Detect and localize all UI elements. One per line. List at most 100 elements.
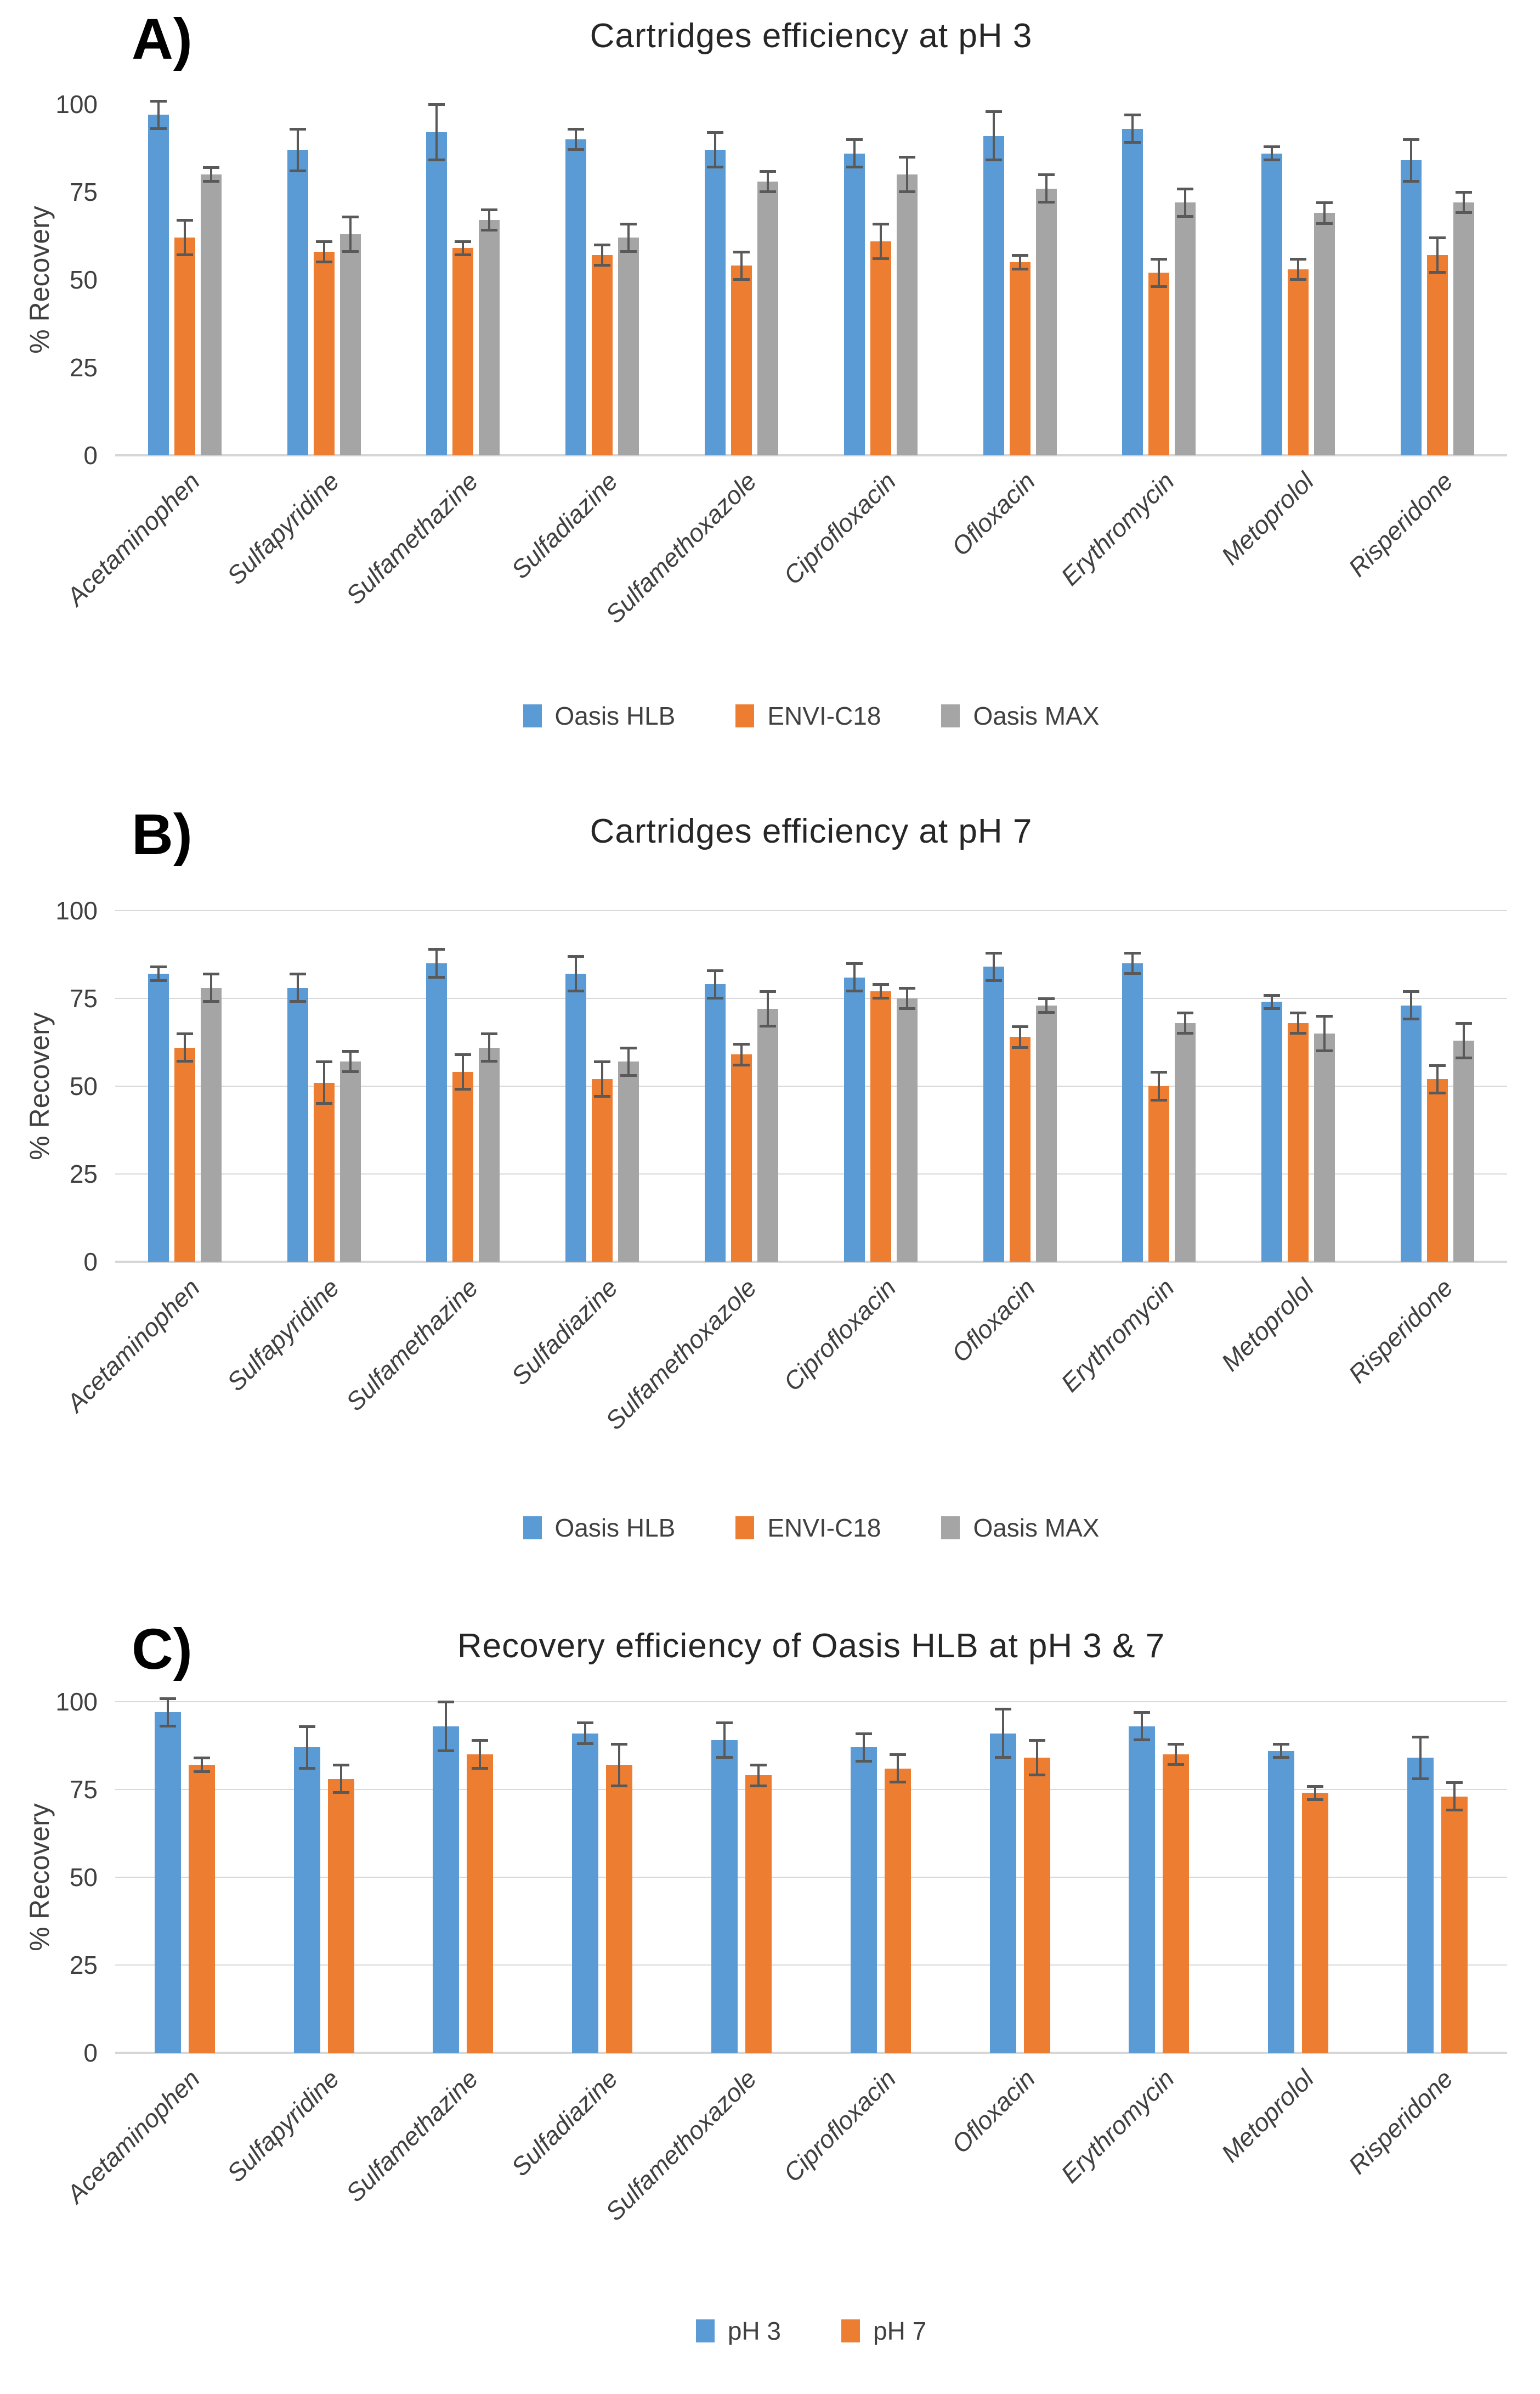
bar: [1009, 262, 1031, 455]
x-axis-label: Ofloxacin: [945, 2064, 1041, 2159]
x-axis-labels: Acetaminophen Sulfapyridine Sulfamethazine…: [61, 1263, 1507, 1504]
bar-wrap: [200, 973, 222, 1262]
error-bar-cap-bottom: [594, 1095, 611, 1098]
error-bar-cap-bottom: [1264, 159, 1281, 162]
y-tick-label: 100: [55, 90, 98, 118]
error-bar-cap-bottom: [611, 1784, 628, 1787]
error-bar-cap-top: [1124, 114, 1141, 117]
error-bar: [1177, 187, 1194, 218]
error-bar-cap-bottom: [193, 1770, 210, 1773]
error-bar-cap-top: [428, 948, 445, 951]
gridline: [115, 1877, 1507, 1878]
error-bar-cap-bottom: [315, 261, 332, 264]
error-bar: [985, 951, 1002, 982]
error-bar-cap-top: [1028, 1739, 1045, 1742]
y-tick-label: 0: [83, 1247, 98, 1276]
chart-panel-a: A) Cartridges efficiency at pH 3 % Recov…: [0, 0, 1540, 763]
error-bar: [611, 1742, 628, 1787]
x-axis-label: Sulfamethoxazole: [600, 2064, 762, 2227]
bar-group: [1368, 990, 1507, 1262]
y-tick-label: 100: [55, 896, 98, 925]
error-bar-cap-bottom: [733, 278, 750, 281]
bar: [884, 1768, 911, 2053]
x-axis-label: Metoprolol: [1215, 2064, 1319, 2168]
error-bar-cap-bottom: [1011, 267, 1028, 270]
bar: [1009, 1037, 1031, 1262]
bar: [1148, 1086, 1170, 1262]
error-bar-cap-bottom: [1403, 1018, 1420, 1021]
bar: [896, 998, 918, 1262]
bar-wrap: [896, 156, 918, 455]
x-axis-label: Erythromycin: [1055, 2064, 1180, 2189]
y-tick-label: 100: [55, 1687, 98, 1716]
bar: [705, 984, 726, 1262]
error-bar-cap-top: [342, 215, 359, 218]
legend-label: Oasis HLB: [554, 702, 676, 730]
error-bar-cap-top: [733, 1043, 750, 1046]
error-bar-cap-bottom: [707, 166, 724, 169]
error-bar-cap-top: [1264, 993, 1281, 997]
error-bar-cap-top: [1403, 990, 1420, 993]
error-bar-cap-top: [455, 240, 472, 243]
bar-group: [811, 138, 950, 455]
bar-group: [1368, 138, 1507, 455]
bar-wrap: [1314, 201, 1335, 455]
bar-wrap: [1401, 990, 1422, 1262]
bar-wrap: [1453, 1021, 1475, 1262]
error-bar: [176, 1032, 193, 1063]
bar-wrap: [884, 1753, 911, 2053]
error-bar-cap-top: [898, 156, 915, 159]
x-axis-label: Erythromycin: [1055, 1273, 1180, 1398]
error-bar-cap-bottom: [898, 190, 915, 193]
error-bar: [428, 103, 445, 162]
error-bar-cap-top: [889, 1753, 906, 1757]
error-bar: [985, 110, 1002, 162]
error-bar-cap-bottom: [872, 997, 889, 1000]
error-bar: [298, 1725, 315, 1770]
bar: [426, 963, 448, 1262]
bar: [313, 251, 335, 455]
bar-wrap: [705, 131, 726, 455]
y-tick-label: 75: [69, 1775, 98, 1804]
bar: [479, 1047, 500, 1262]
gridline: [115, 1789, 1507, 1790]
bar-wrap: [479, 1032, 500, 1262]
bar: [174, 1047, 195, 1262]
bar: [327, 1778, 354, 2053]
bar-wrap: [870, 983, 891, 1262]
bar-wrap: [606, 1742, 633, 2053]
error-bar-cap-top: [1011, 254, 1028, 257]
bar-wrap: [154, 1697, 181, 2053]
bar: [711, 1740, 738, 2053]
error-bar: [455, 240, 472, 257]
bar-wrap: [313, 1060, 335, 1262]
error-bar-cap-bottom: [332, 1791, 349, 1794]
error-bar: [898, 156, 915, 193]
chart-header: A) Cartridges efficiency at pH 3: [115, 7, 1507, 71]
error-bar: [1290, 1011, 1307, 1035]
bar: [745, 1775, 772, 2053]
bar-wrap: [896, 986, 918, 1262]
x-axis-label: Ciprofloxacin: [778, 1273, 902, 1397]
error-bar-cap-bottom: [428, 159, 445, 162]
legend-swatch: [841, 2319, 860, 2342]
bar: [1148, 273, 1170, 455]
plot-area: [115, 910, 1507, 1263]
bar: [1023, 1758, 1050, 2053]
error-bar-cap-bottom: [176, 1060, 193, 1063]
error-bar: [472, 1739, 489, 1770]
bar: [592, 1079, 613, 1262]
error-bar-cap-bottom: [1403, 179, 1420, 183]
error-bar-cap-top: [289, 973, 306, 976]
bar-wrap: [1175, 1011, 1196, 1262]
bar-wrap: [843, 138, 865, 455]
error-bar-cap-top: [898, 986, 915, 990]
bar-group: [254, 127, 394, 455]
bar: [1453, 1040, 1475, 1262]
x-axis-labels: Acetaminophen Sulfapyridine Sulfamethazine…: [61, 456, 1507, 698]
bar-wrap: [1175, 187, 1196, 455]
bar: [313, 1082, 335, 1262]
error-bar: [1038, 997, 1055, 1014]
error-bar-cap-bottom: [289, 1000, 306, 1003]
error-bar: [733, 250, 750, 281]
